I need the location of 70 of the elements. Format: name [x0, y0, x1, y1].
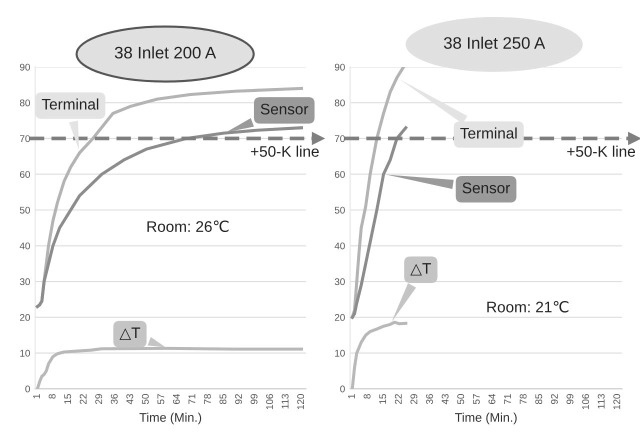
y-tick-label: 90: [20, 64, 30, 71]
x-tick-label: 78: [520, 394, 527, 404]
x-tick-label: 64: [172, 394, 180, 404]
series-label: Terminal: [42, 98, 98, 110]
x-tick-label: 92: [235, 394, 242, 404]
x-tick-label: 106: [266, 394, 274, 410]
x-tick-label: 71: [504, 394, 511, 404]
x-tick-label: 8: [364, 394, 371, 399]
y-tick-label: 30: [334, 278, 345, 286]
y-tick-label: 50: [334, 206, 345, 214]
x-tick-label: 22: [80, 394, 87, 404]
x-tick-label: 71: [188, 394, 196, 404]
y-tick-label: 90: [334, 64, 345, 71]
y-tick-label: 60: [20, 170, 30, 178]
chart-title: 38 Inlet 200 A: [114, 46, 216, 59]
x-tick-label: 57: [472, 394, 480, 404]
y-tick-label: 0: [340, 386, 345, 392]
x-tick-label: 43: [442, 394, 449, 404]
y-tick-label: 20: [334, 314, 345, 321]
x-tick-label: 57: [158, 394, 164, 404]
x-tick-label: 50: [142, 394, 149, 404]
x-tick-label: 120: [297, 394, 304, 410]
x-tick-label: 15: [64, 394, 72, 404]
y-tick-label: 40: [20, 242, 30, 250]
x-tick-label: 8: [48, 394, 56, 399]
x-tick-label: 1: [348, 394, 355, 398]
y-tick-label: 40: [334, 242, 345, 250]
x-tick-label: 99: [250, 394, 258, 404]
x-tick-label: 50: [457, 394, 464, 404]
y-tick-label: 10: [335, 350, 345, 357]
y-tick-label: 0: [25, 386, 30, 392]
annotation: Room: 26℃: [147, 220, 229, 232]
y-tick-label: 70: [20, 135, 30, 142]
x-tick-label: 99: [566, 394, 574, 404]
y-tick-label: 80: [20, 99, 30, 106]
x-tick-label: 113: [598, 394, 605, 408]
x-tick-label: 92: [550, 394, 558, 404]
x-axis-title: Time (Min.): [139, 412, 202, 424]
annotation: Room: 21℃: [487, 300, 568, 313]
y-tick-label: 60: [334, 170, 345, 178]
x-tick-label: 113: [282, 394, 289, 408]
y-tick-label: 10: [20, 350, 30, 357]
chart-title: 38 Inlet 250 A: [444, 36, 546, 49]
ref-line-label: +50-K line: [250, 146, 319, 157]
y-tick-label: 50: [20, 206, 30, 214]
x-tick-label: 22: [394, 394, 402, 404]
x-tick-label: 1: [33, 394, 40, 398]
x-tick-label: 85: [535, 394, 542, 404]
series-label: Sensor: [260, 104, 308, 115]
x-axis-title: Time (Min.): [455, 412, 517, 424]
x-tick-label: 15: [379, 394, 386, 404]
text: △T: [410, 263, 431, 276]
x-tick-label: 85: [220, 394, 226, 404]
legend-label: △T: [119, 328, 140, 340]
x-tick-label: 120: [613, 394, 620, 410]
x-tick-label: 36: [426, 394, 433, 404]
x-tick-label: 43: [126, 394, 134, 404]
x-tick-label: 106: [582, 394, 590, 410]
y-tick-label: 80: [334, 99, 345, 106]
x-tick-label: 64: [488, 394, 496, 404]
text: Terminal: [460, 127, 517, 139]
y-tick-label: 30: [20, 278, 30, 286]
x-tick-label: 29: [95, 394, 102, 404]
legend-label: Sensor: [462, 182, 510, 194]
x-tick-label: 36: [110, 394, 118, 404]
y-tick-label: 70: [334, 135, 345, 142]
x-tick-label: 29: [410, 394, 418, 404]
ref-line-label: +50-K line: [567, 146, 636, 157]
x-tick-label: 78: [204, 394, 211, 404]
y-tick-label: 20: [20, 314, 30, 321]
